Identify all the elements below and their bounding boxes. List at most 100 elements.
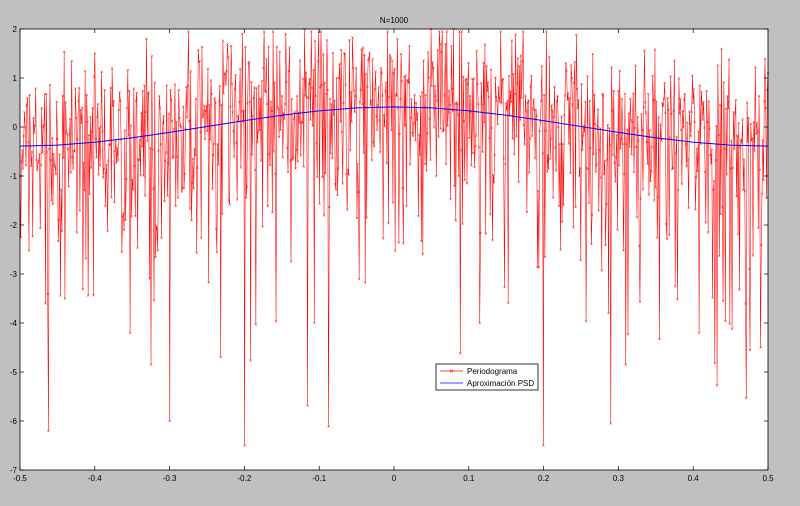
- periodogram-point: [21, 167, 25, 170]
- periodogram-point: [756, 130, 759, 133]
- periodogram-point: [198, 59, 201, 63]
- periodogram-point: [565, 69, 568, 72]
- periodogram-point: [79, 108, 82, 112]
- periodogram-point: [476, 102, 480, 106]
- y-tick-label: 1: [13, 74, 18, 83]
- periodogram-point: [122, 228, 126, 232]
- periodogram-point: [522, 123, 526, 127]
- periodogram-point: [318, 85, 322, 89]
- periodogram-point: [566, 98, 569, 102]
- periodogram-point: [354, 94, 357, 98]
- periodogram-point: [80, 106, 84, 109]
- periodogram-point: [493, 153, 496, 157]
- periodogram-point: [60, 229, 64, 233]
- periodogram-point: [507, 74, 511, 78]
- periodogram-point: [397, 241, 401, 244]
- periodogram-point: [723, 147, 726, 150]
- periodogram-point: [715, 124, 718, 128]
- periodogram-point: [577, 98, 580, 102]
- periodogram-point: [364, 72, 368, 76]
- periodogram-point: [207, 281, 210, 284]
- periodogram-point: [429, 158, 432, 162]
- periodogram-point: [694, 175, 698, 179]
- periodogram-point: [139, 173, 142, 177]
- periodogram-point: [604, 202, 608, 206]
- periodogram-point: [339, 48, 343, 52]
- periodogram-point: [105, 163, 109, 166]
- legend-marker-periodograma: ×: [449, 369, 453, 376]
- periodogram-point: [315, 175, 319, 179]
- periodogram-point: [295, 94, 299, 98]
- y-tick-label: -1: [10, 172, 18, 181]
- periodogram-point: [327, 425, 330, 428]
- periodogram-point: [640, 112, 643, 116]
- periodogram-point: [455, 102, 459, 106]
- periodogram-point: [668, 136, 672, 139]
- periodogram-point: [610, 109, 614, 112]
- periodogram-point: [590, 213, 594, 217]
- periodogram-point: [666, 96, 669, 100]
- periodogram-point: [23, 126, 27, 129]
- periodogram-point: [682, 98, 686, 102]
- periodogram-point: [381, 237, 385, 240]
- periodogram-point: [497, 86, 500, 89]
- periodogram-point: [241, 32, 244, 35]
- periodogram-point: [573, 60, 577, 64]
- periodogram-point: [390, 59, 394, 62]
- periodogram-point: [523, 143, 526, 146]
- periodogram-point: [324, 171, 327, 175]
- x-tick-label: 0.5: [762, 474, 774, 483]
- periodogram-point: [46, 292, 49, 296]
- periodogram-point: [744, 302, 747, 305]
- periodogram-point: [127, 134, 130, 137]
- periodogram-point: [122, 211, 125, 215]
- periodogram-point: [426, 132, 429, 135]
- periodogram-point: [398, 132, 401, 136]
- periodogram-point: [325, 38, 329, 42]
- periodogram-point: [537, 266, 541, 269]
- periodogram-point: [760, 192, 764, 195]
- periodogram-point: [444, 162, 448, 166]
- periodogram-point: [597, 209, 601, 212]
- periodogram-point: [707, 100, 711, 103]
- periodogram-point: [356, 162, 359, 166]
- periodogram-point: [300, 120, 303, 123]
- periodogram-point: [316, 60, 320, 63]
- periodogram-point: [117, 108, 121, 112]
- periodogram-point: [202, 113, 205, 116]
- periodogram-point: [304, 71, 308, 74]
- periodogram-point: [478, 321, 482, 325]
- periodogram-point: [727, 58, 731, 61]
- periodogram-point: [20, 160, 23, 163]
- periodogram-point: [386, 30, 389, 33]
- periodogram-point: [152, 187, 155, 190]
- periodogram-point: [360, 103, 364, 106]
- y-tick-label: -4: [10, 319, 18, 328]
- periodogram-point: [591, 52, 595, 56]
- periodogram-point: [68, 117, 72, 121]
- periodogram-point: [67, 185, 70, 188]
- periodogram-point: [472, 77, 476, 80]
- periodogram-point: [51, 202, 55, 206]
- periodogram-point: [255, 86, 258, 90]
- periodogram-point: [378, 151, 382, 154]
- periodogram-point: [372, 145, 376, 148]
- periodogram-point: [277, 107, 280, 111]
- periodogram-point: [545, 170, 549, 174]
- periodogram-point: [163, 200, 166, 203]
- periodogram-point: [376, 104, 380, 107]
- periodogram-point: [661, 104, 665, 108]
- periodogram-point: [711, 296, 714, 299]
- periodogram-point: [474, 134, 478, 137]
- periodogram-point: [284, 32, 288, 36]
- periodogram-point: [631, 92, 635, 95]
- periodogram-point: [115, 161, 118, 165]
- periodogram-point: [339, 120, 342, 123]
- periodogram-point: [65, 130, 68, 133]
- periodogram-point: [32, 131, 36, 134]
- periodogram-point: [113, 201, 116, 204]
- periodogram-point: [189, 70, 192, 73]
- periodogram-point: [257, 84, 261, 87]
- periodogram-point: [70, 59, 73, 63]
- periodogram-point: [729, 167, 732, 170]
